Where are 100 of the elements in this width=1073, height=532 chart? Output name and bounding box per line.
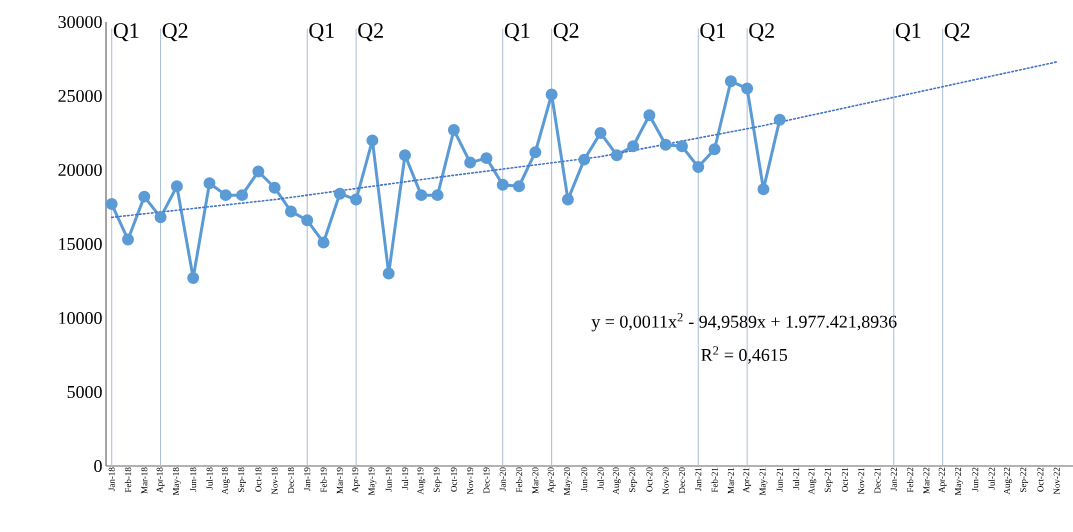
x-tick-label: Nov-21 [858, 467, 865, 495]
point [464, 156, 477, 169]
x-tick-label: Jun-21 [776, 467, 783, 492]
annotation: y = 0,0011x$^{2}$ - 94,9589x + 1.977.421,8936 [591, 313, 897, 332]
point [268, 181, 281, 194]
x-tick-label: Sep-20 [629, 467, 638, 492]
x-tick-label: Feb-18 [124, 467, 132, 493]
x-tick-label: Jul-20 [597, 467, 604, 490]
point [252, 165, 265, 178]
point [643, 109, 656, 122]
x-tick-label: Jul-18 [206, 467, 213, 490]
x-tick-label: Nov-22 [1053, 467, 1060, 495]
x-tick-label: Mar-22 [923, 467, 930, 494]
x-tick-label: Aug-22 [1003, 467, 1012, 495]
y-tick-label: 15000 [59, 237, 102, 251]
x-tick-label: Aug-19 [417, 467, 426, 495]
x-tick-label: Mar-20 [532, 467, 539, 494]
point [236, 189, 249, 202]
point [675, 140, 688, 153]
x-tick-label: Dec-20 [678, 467, 685, 494]
ref-line-label: Q1 [895, 23, 921, 42]
x-tick-label: May-21 [759, 467, 768, 496]
y-tick-label: 10000 [59, 311, 102, 325]
point [659, 138, 672, 151]
x-tick-label: Aug-21 [808, 467, 817, 495]
x-tick-label: Oct-19 [450, 467, 457, 492]
x-tick-label: Sep-21 [824, 467, 833, 492]
x-tick-label: Jun-18 [190, 467, 197, 492]
x-tick-label: Jul-21 [792, 467, 800, 490]
point [301, 214, 314, 227]
x-tick-label: Dec-19 [483, 467, 490, 494]
point [122, 233, 134, 246]
x-tick-label: Jan-20 [499, 467, 506, 491]
x-tick-label: May-20 [563, 467, 572, 496]
x-tick-label: Jan-21 [695, 467, 702, 491]
point [219, 189, 232, 202]
x-tick-label: Feb-22 [906, 467, 914, 493]
x-tick-label: Jan-22 [890, 467, 897, 491]
point [578, 153, 591, 166]
point [513, 180, 526, 193]
annotation: R$^{2}$ = 0,4615 [701, 346, 788, 364]
x-tick-label: Feb-19 [320, 467, 327, 493]
point [480, 152, 493, 165]
x-tick-label: Oct-21 [841, 467, 848, 492]
point [138, 190, 151, 203]
x-tick-label: Nov-20 [662, 467, 669, 495]
x-tick-label: Apr-18 [156, 467, 165, 493]
x-tick-label: Mar-19 [336, 467, 343, 494]
ref-line-label: Q2 [944, 23, 970, 42]
x-tick-label: Feb-21 [711, 467, 718, 493]
ref-line-label: Q1 [504, 23, 530, 42]
x-tick-label: Feb-20 [515, 467, 523, 493]
x-tick-label: Jan-19 [304, 467, 311, 491]
ref-line-label: Q2 [749, 23, 774, 42]
x-tick-label: Sep-22 [1020, 467, 1029, 492]
point [170, 180, 183, 193]
x-tick-label: Jun-19 [385, 467, 392, 492]
x-tick-label: Oct-18 [255, 467, 262, 492]
x-tick-label: Nov-19 [467, 467, 474, 495]
y-tick-label: 30000 [58, 15, 102, 29]
ref-line-label: Q1 [309, 23, 334, 42]
point [447, 124, 460, 137]
point [724, 75, 737, 88]
ref-line-label: Q2 [162, 23, 188, 42]
x-tick-label: Jun-20 [581, 467, 588, 492]
point [333, 187, 346, 200]
x-tick-label: Mar-18 [141, 467, 148, 494]
point [317, 236, 330, 249]
x-tick-label: Jan-18 [108, 467, 115, 491]
x-tick-label: Aug-18 [221, 467, 230, 495]
x-tick-label: May-19 [368, 467, 377, 496]
point [382, 267, 395, 280]
point [708, 143, 721, 156]
point [496, 178, 509, 191]
point [561, 193, 574, 206]
point [692, 161, 705, 174]
ref-line-label: Q2 [553, 23, 579, 42]
ref-line-label: Q2 [358, 23, 383, 42]
point [741, 82, 754, 95]
y-tick-label: 20000 [58, 163, 102, 177]
point [154, 211, 167, 224]
point [627, 140, 640, 153]
point [105, 198, 118, 211]
point [757, 183, 770, 196]
point [187, 272, 200, 285]
x-tick-label: Apr-20 [547, 467, 556, 493]
point [431, 189, 444, 202]
x-tick-label: Jul-22 [988, 467, 995, 490]
x-tick-label: Apr-21 [743, 467, 752, 493]
x-tick-label: May-18 [172, 467, 181, 496]
ref-line-label: Q1 [113, 23, 139, 42]
y-tick-label: 25000 [58, 89, 102, 103]
point [594, 127, 607, 139]
point [529, 146, 542, 159]
point [350, 193, 363, 206]
point [610, 149, 623, 162]
x-tick-label: Jun-22 [972, 467, 979, 492]
ref-line-label: Q1 [700, 23, 725, 42]
x-tick-label: Apr-19 [352, 467, 361, 493]
x-tick-label: Dec-18 [287, 467, 294, 494]
